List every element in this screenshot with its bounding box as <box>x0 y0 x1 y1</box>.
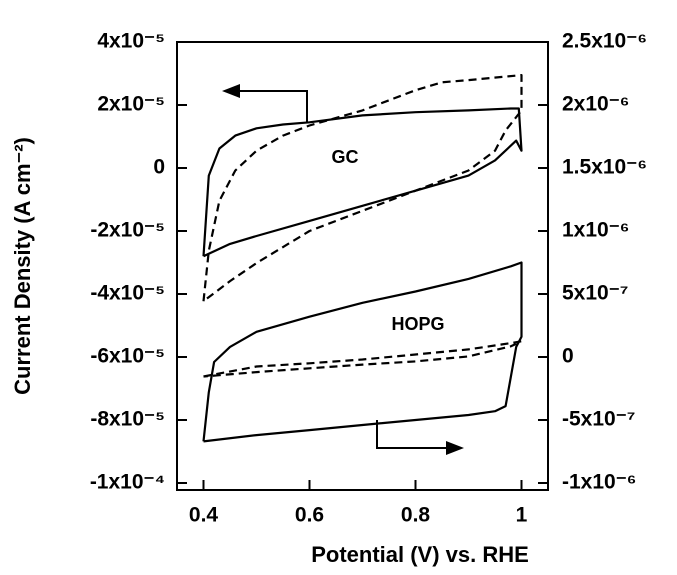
x-axis-title: Potential (V) vs. RHE <box>311 542 529 567</box>
data-line <box>202 107 523 258</box>
annotation: HOPG <box>391 314 444 334</box>
y2-tick-label: 2.5x10⁻⁶ <box>562 30 647 53</box>
y2-tick-label: -5x10⁻⁷ <box>562 408 635 431</box>
data-line <box>202 261 523 443</box>
y2-tick-label: -1x10⁻⁶ <box>562 471 636 494</box>
y2-tick-label: 1.5x10⁻⁶ <box>562 156 647 179</box>
y-tick-label: -6x10⁻⁵ <box>90 345 165 368</box>
arrowhead <box>446 441 464 455</box>
plot-frame <box>176 41 549 491</box>
y-axis-title: Current Density (A cm⁻²) <box>10 137 35 395</box>
data-line <box>203 340 523 378</box>
y-tick-label: 0 <box>153 156 165 179</box>
annotation: GC <box>332 147 359 167</box>
y2-tick-label: 5x10⁻⁷ <box>562 282 628 305</box>
y2-tick-label: 1x10⁻⁶ <box>562 219 629 242</box>
x-tick-label: 0.8 <box>401 504 431 527</box>
y-tick-label: 4x10⁻⁵ <box>97 30 165 53</box>
y2-tick-label: 0 <box>562 345 574 368</box>
y-tick-label: -2x10⁻⁵ <box>90 219 165 242</box>
y-tick-label: -1x10⁻⁴ <box>90 471 165 494</box>
arrow <box>238 90 450 449</box>
arrowhead <box>222 84 240 98</box>
data-line <box>202 74 523 303</box>
y-tick-label: -8x10⁻⁵ <box>90 408 165 431</box>
y2-tick-label: 2x10⁻⁶ <box>562 93 629 116</box>
x-tick-label: 1 <box>516 504 528 527</box>
y-tick-label: 2x10⁻⁵ <box>97 93 165 116</box>
x-tick-label: 0.6 <box>295 504 324 527</box>
y-tick-label: -4x10⁻⁵ <box>90 282 165 305</box>
x-tick-label: 0.4 <box>189 504 219 527</box>
